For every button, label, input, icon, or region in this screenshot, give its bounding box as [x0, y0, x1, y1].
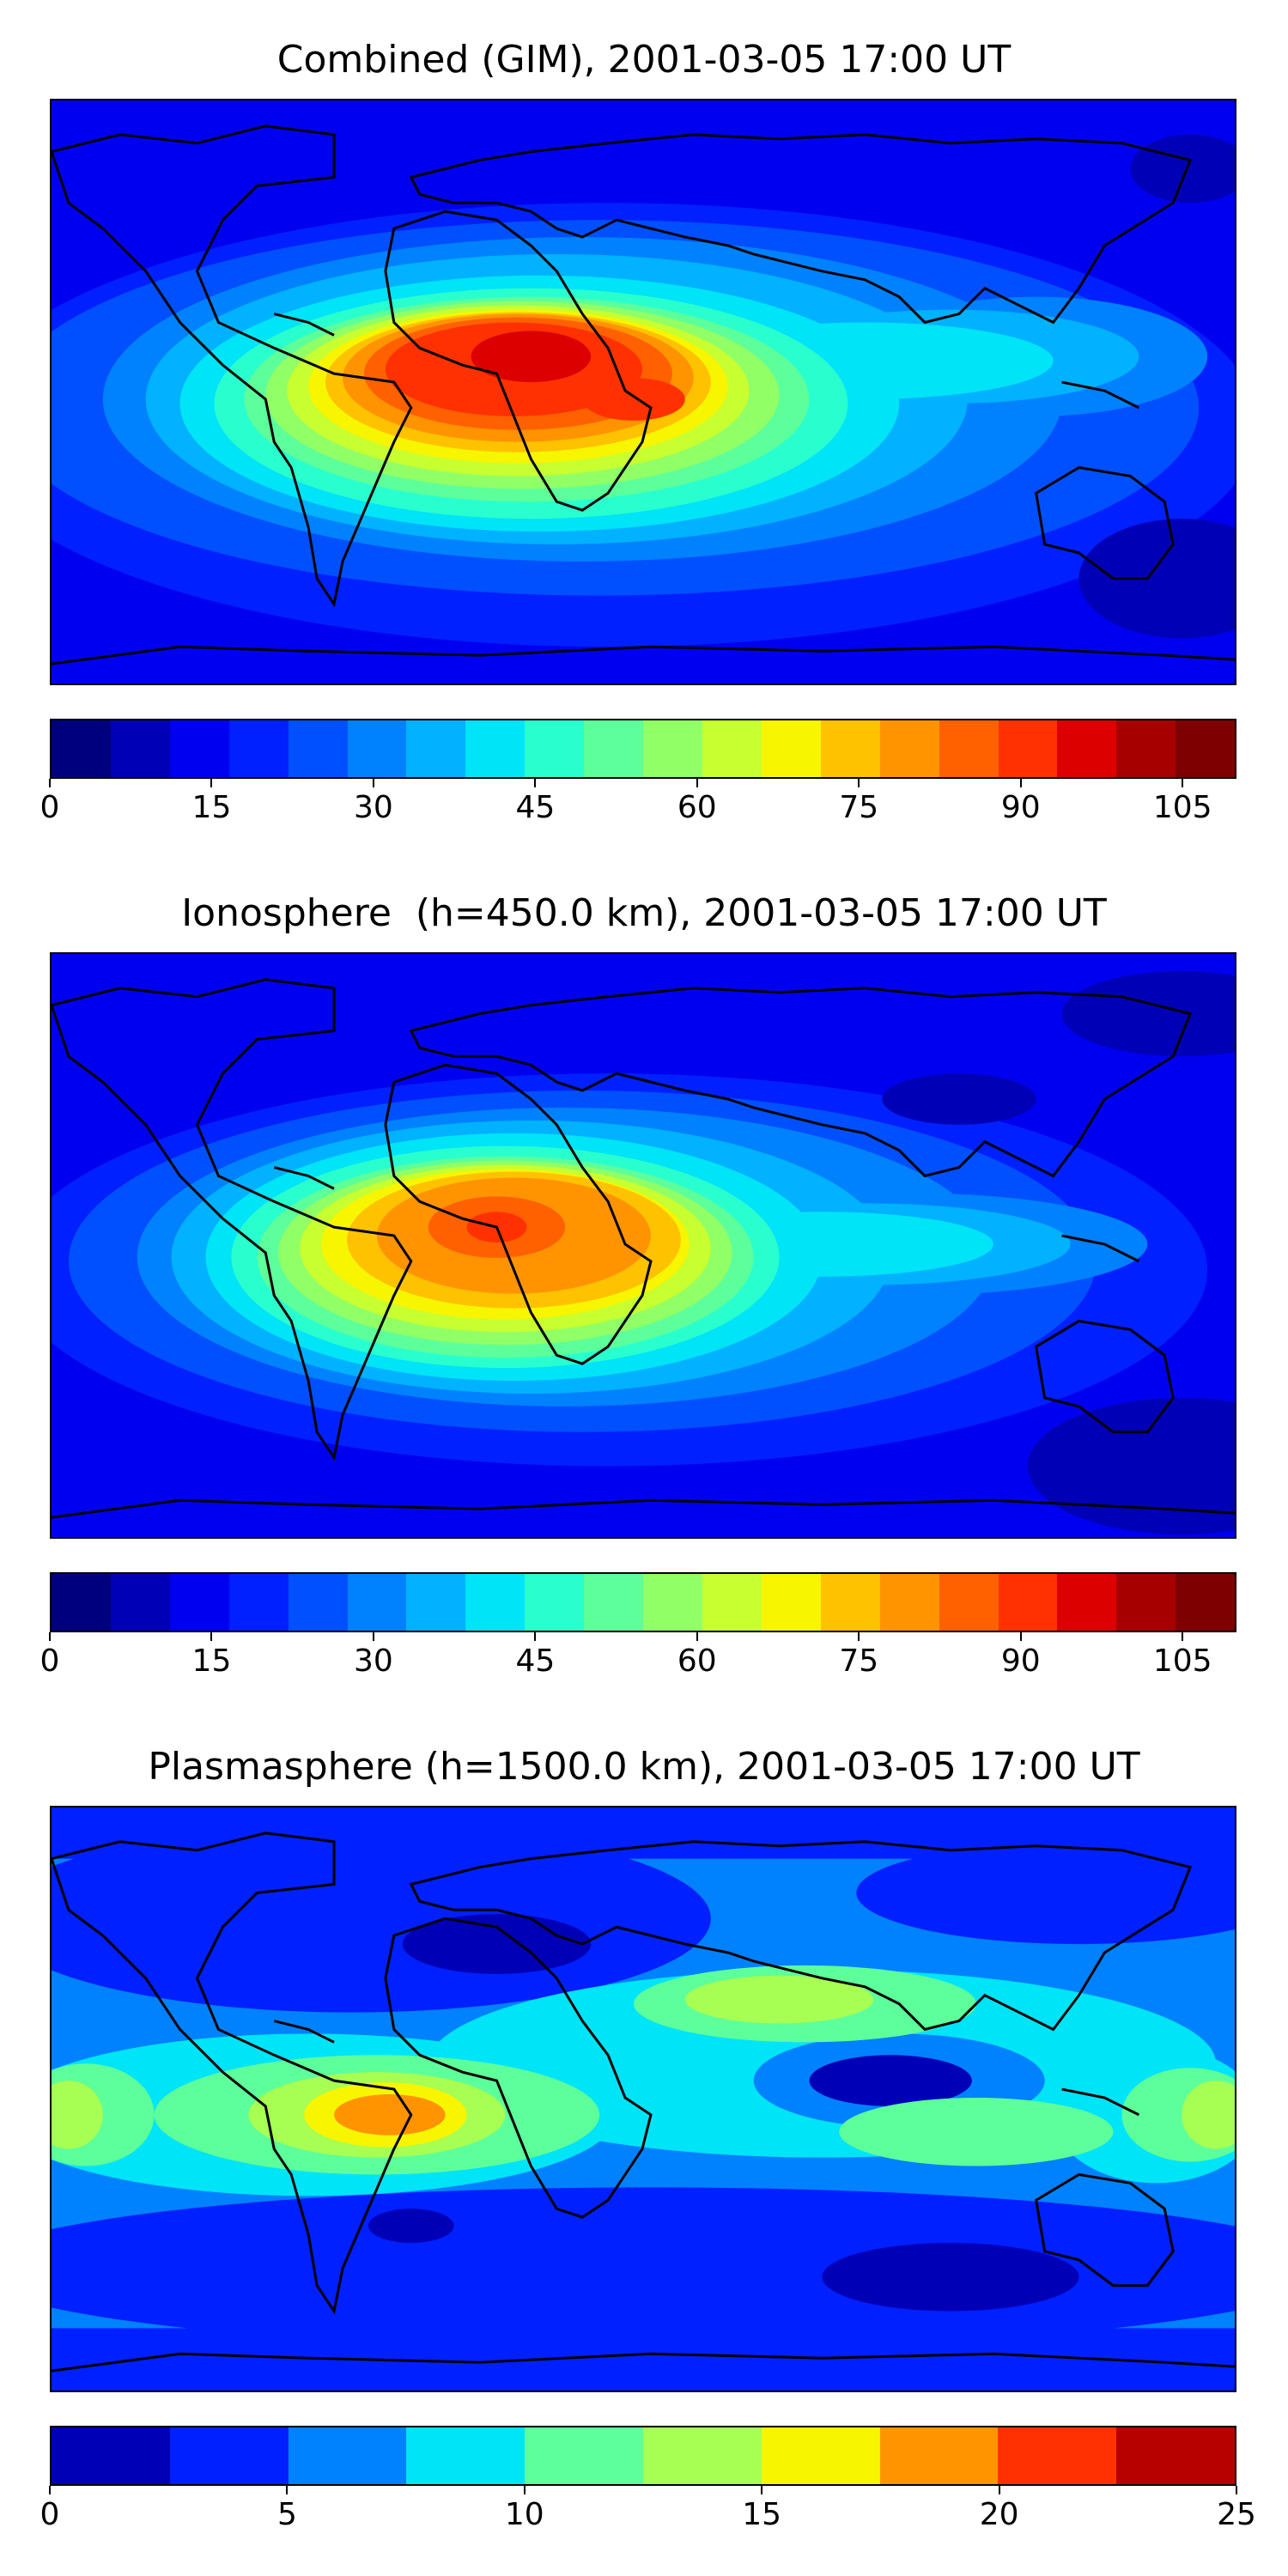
colorbar-segment — [761, 1574, 821, 1631]
colorbar-segment — [879, 720, 939, 777]
ionosphere-map — [50, 952, 1236, 1539]
colorbar-tick-label: 5 — [276, 2497, 297, 2532]
colorbar-segment — [169, 720, 229, 777]
colorbar-segment — [1057, 720, 1117, 777]
panel-3-colorbar — [50, 2426, 1236, 2486]
colorbar-segment — [169, 1574, 229, 1631]
colorbar-segment — [761, 720, 821, 777]
colorbar-segment — [879, 2427, 999, 2484]
colorbar-tick-label: 0 — [39, 790, 60, 825]
colorbar-segment — [169, 2427, 289, 2484]
colorbar-tick-label: 15 — [191, 1643, 232, 1679]
colorbar-segment — [228, 720, 289, 777]
colorbar-segment — [1116, 1574, 1176, 1631]
panel-2-title: Ionosphere (h=450.0 km), 2001-03-05 17:0… — [181, 891, 1107, 935]
colorbar-tick-label: 45 — [515, 1643, 556, 1679]
colorbar-segment — [228, 1574, 289, 1631]
colorbar-segment — [288, 720, 348, 777]
colorbar-segment — [879, 1574, 939, 1631]
colorbar-tick-label: 25 — [1217, 2497, 1256, 2532]
colorbar-segment — [1116, 720, 1176, 777]
colorbar-tick-label: 75 — [839, 790, 879, 825]
colorbar-segment — [1057, 1574, 1117, 1631]
colorbar-tick-label: 105 — [1152, 1643, 1212, 1679]
colorbar-segment — [998, 1574, 1058, 1631]
colorbar-segment — [643, 1574, 702, 1631]
colorbar-tick-label: 60 — [677, 790, 717, 825]
colorbar-segment — [761, 2427, 880, 2484]
colorbar-segment — [52, 2427, 170, 2484]
colorbar-segment — [525, 1574, 585, 1631]
colorbar-segment — [406, 720, 466, 777]
colorbar-tick-label: 90 — [1000, 1643, 1041, 1679]
colorbar-segment — [52, 1574, 111, 1631]
panel-2-colorbar-ticks: 0 15 30 45 60 75 90 105 — [40, 1632, 1236, 1684]
colorbar-segment — [525, 2427, 643, 2484]
colorbar-tick-label: 15 — [191, 790, 232, 825]
colorbar-segment — [998, 2427, 1117, 2484]
colorbar-segment — [939, 720, 999, 777]
colorbar-segment — [406, 2427, 526, 2484]
colorbar-tick-label: 0 — [39, 2497, 60, 2532]
colorbar-tick-label: 10 — [504, 2497, 544, 2532]
panel-3-title: Plasmasphere (h=1500.0 km), 2001-03-05 1… — [148, 1745, 1140, 1789]
colorbar-segment — [939, 1574, 999, 1631]
colorbar-segment — [1176, 720, 1236, 777]
combined-gim-map — [50, 99, 1236, 685]
plasmasphere-map — [50, 1806, 1236, 2392]
colorbar-segment — [110, 1574, 170, 1631]
colorbar-tick-label: 0 — [39, 1643, 60, 1679]
panel-1-colorbar — [50, 719, 1236, 779]
colorbar-segment — [820, 1574, 880, 1631]
colorbar-segment — [643, 720, 702, 777]
colorbar-segment — [465, 1574, 526, 1631]
colorbar-tick-label: 90 — [1000, 790, 1041, 825]
panel-3-colorbar-ticks: 0 5 10 15 20 25 — [40, 2486, 1256, 2537]
colorbar-tick-label: 30 — [354, 790, 393, 825]
colorbar-segment — [525, 720, 585, 777]
colorbar-segment — [1176, 1574, 1236, 1631]
colorbar-segment — [465, 720, 526, 777]
colorbar-segment — [642, 2427, 762, 2484]
colorbar-segment — [820, 720, 880, 777]
colorbar-tick-label: 15 — [742, 2497, 782, 2532]
colorbar-tick-label: 75 — [839, 1643, 879, 1679]
colorbar-segment — [52, 720, 111, 777]
colorbar-segment — [584, 1574, 644, 1631]
colorbar-tick-label: 20 — [979, 2497, 1019, 2532]
colorbar-segment — [1116, 2427, 1235, 2484]
colorbar-tick-label: 105 — [1152, 790, 1212, 825]
panel-2-colorbar — [50, 1572, 1236, 1632]
colorbar-segment — [406, 1574, 466, 1631]
panel-1-title: Combined (GIM), 2001-03-05 17:00 UT — [276, 38, 1012, 82]
colorbar-segment — [702, 1574, 762, 1631]
colorbar-tick-label: 60 — [677, 1643, 717, 1679]
colorbar-tick-label: 45 — [515, 790, 556, 825]
colorbar-segment — [998, 720, 1058, 777]
colorbar-tick-label: 30 — [354, 1643, 393, 1679]
panel-1-colorbar-ticks: 0 15 30 45 60 75 90 105 — [40, 779, 1236, 830]
colorbar-segment — [347, 1574, 407, 1631]
colorbar-segment — [584, 720, 644, 777]
colorbar-segment — [288, 2427, 407, 2484]
colorbar-segment — [702, 720, 762, 777]
colorbar-segment — [347, 720, 407, 777]
colorbar-segment — [288, 1574, 348, 1631]
colorbar-segment — [110, 720, 170, 777]
